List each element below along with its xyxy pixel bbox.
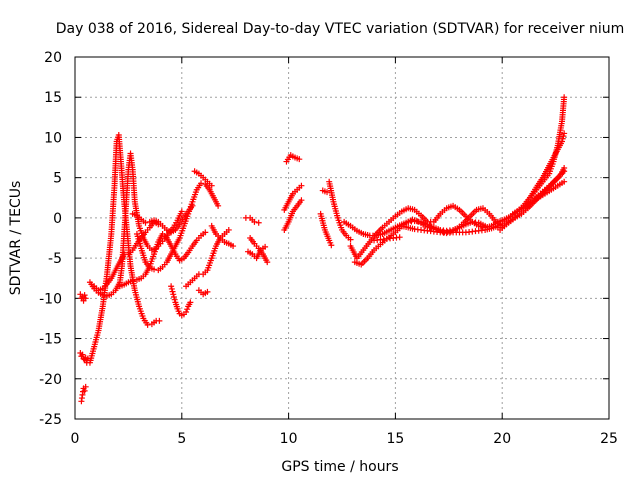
data-point (82, 295, 89, 302)
x-tick-label: 10 (280, 431, 298, 447)
axis-ticks: 0 5 10 15 20 25 -25 -20 -15 -10 -5 0 5 10 15 20 (39, 50, 618, 447)
x-tick-label: 5 (177, 431, 186, 447)
data-point (324, 189, 331, 196)
grid (75, 57, 609, 419)
data-point (79, 351, 86, 358)
y-tick-label: -20 (39, 372, 62, 388)
data-point (178, 208, 185, 215)
series-arc-13 (208, 222, 237, 250)
data-point (561, 178, 568, 185)
data-point (202, 229, 209, 236)
data-point (328, 242, 335, 249)
data-point (561, 165, 568, 172)
y-tick-label: -10 (39, 291, 62, 307)
series-arc-33 (509, 178, 568, 217)
data-point (298, 182, 305, 189)
data-point (168, 283, 175, 290)
y-tick-label: -15 (39, 332, 62, 348)
data-point (251, 218, 258, 225)
y-tick-label: 5 (53, 171, 62, 187)
data-point (142, 219, 149, 226)
data-point (215, 202, 222, 209)
x-tick-label: 25 (600, 431, 618, 447)
series-arc-27 (371, 234, 403, 244)
data-point-fill (559, 135, 566, 142)
series-arc-15 (242, 214, 262, 226)
x-tick-label: 0 (71, 431, 80, 447)
series-arc-17 (245, 243, 269, 262)
data-point (255, 219, 262, 226)
data-point (208, 182, 215, 189)
data-point (262, 243, 269, 250)
data-point (396, 234, 403, 241)
series-arc-22 (317, 210, 335, 249)
series-arc-8 (133, 180, 222, 274)
data-point (225, 226, 232, 233)
x-tick-label: 20 (493, 431, 511, 447)
data-point-fill (171, 296, 178, 303)
data-point (559, 138, 566, 145)
y-tick-label: -25 (39, 412, 62, 428)
series-arc-4 (86, 132, 163, 366)
series-arc-3 (78, 383, 89, 405)
data-point (298, 197, 305, 204)
data-point-fill (184, 306, 191, 313)
y-axis-label: SDTVAR / TECUs (8, 181, 24, 296)
series-arc-20 (283, 152, 303, 165)
y-tick-label: -5 (48, 251, 62, 267)
data-point (144, 321, 151, 328)
series-arc-18 (281, 197, 305, 233)
series-arc-14 (195, 287, 211, 298)
data-point (187, 299, 194, 306)
series-arc-9 (116, 229, 209, 290)
data-point (183, 309, 190, 316)
data-point (198, 180, 205, 187)
y-tick-label: 0 (53, 211, 62, 227)
data-point (82, 383, 89, 390)
data-point (561, 94, 568, 101)
plot-frame (74, 56, 610, 420)
series-arc-12 (191, 168, 215, 189)
data-point (129, 277, 136, 284)
y-tick-label: 15 (44, 90, 62, 106)
data-point (81, 387, 88, 394)
x-tick-label: 15 (386, 431, 404, 447)
data-point (156, 317, 163, 324)
series-arc-19 (281, 182, 305, 213)
data-point-fill (168, 285, 175, 292)
data-point (151, 266, 158, 273)
data-points (77, 94, 568, 405)
series-arc-10 (168, 283, 194, 319)
data-point (204, 288, 211, 295)
data-point (99, 292, 106, 299)
data-point (347, 236, 354, 243)
data-point (561, 130, 568, 137)
series-arc-6 (86, 150, 185, 299)
x-axis-label: GPS time / hours (281, 459, 398, 475)
data-point (81, 292, 88, 299)
series-arc-1 (77, 291, 89, 304)
y-tick-label: 20 (44, 50, 62, 66)
series-arc-23 (326, 178, 354, 243)
series-arc-11 (183, 226, 232, 290)
data-point (264, 259, 271, 266)
y-tick-label: 10 (44, 130, 62, 146)
series-arc-21 (319, 187, 331, 196)
chart-title: Day 038 of 2016, Sidereal Day-to-day VTE… (56, 21, 625, 37)
data-point-fill (170, 293, 177, 300)
data-point-fill (169, 288, 176, 295)
data-point (170, 291, 177, 298)
data-point-fill (560, 133, 567, 140)
data-point (230, 243, 237, 250)
data-point (296, 156, 303, 163)
